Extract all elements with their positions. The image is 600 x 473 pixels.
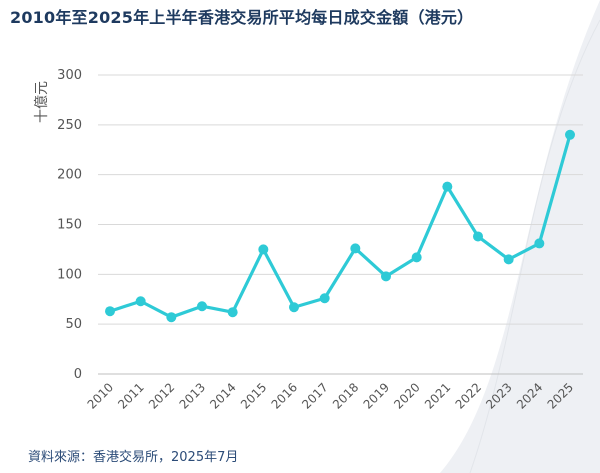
- x-tick-label: 2020: [391, 380, 422, 411]
- series-points: [105, 129, 575, 323]
- series-line: [108, 133, 572, 319]
- y-tick-label: 250: [57, 118, 82, 133]
- data-point: [381, 271, 391, 282]
- data-point: [411, 252, 422, 263]
- y-tick-label: 150: [57, 218, 82, 233]
- x-tick-label: 2022: [453, 380, 484, 411]
- x-tick-label: 2023: [483, 380, 514, 411]
- y-tick-label: 100: [57, 267, 82, 282]
- data-point: [135, 296, 146, 307]
- chart-title: 2010年至2025年上半年香港交易所平均每日成交金額（港元）: [10, 8, 474, 27]
- y-axis-label: 十億元: [34, 81, 50, 123]
- y-axis-ticks: 0 50 100 150 200 250 300: [57, 68, 82, 382]
- x-tick-label: 2018: [330, 380, 361, 411]
- x-tick-label: 2010: [85, 380, 116, 411]
- x-tick-label: 2021: [422, 380, 453, 411]
- y-tick-label: 300: [57, 68, 82, 83]
- x-tick-label: 2013: [177, 380, 208, 411]
- data-point: [350, 243, 361, 254]
- source-note: 資料來源：香港交易所，2025年7月: [28, 450, 239, 465]
- data-point: [442, 181, 453, 192]
- data-point: [105, 306, 115, 317]
- data-point: [503, 254, 514, 265]
- x-tick-label: 2024: [514, 380, 545, 411]
- x-tick-label: 2017: [299, 380, 330, 411]
- x-tick-label: 2014: [207, 380, 238, 411]
- data-point: [166, 312, 177, 323]
- x-axis-ticks: 2010 2011 2012 2013 2014 2015 2016 2017 2018 2019…: [85, 380, 576, 411]
- data-point: [289, 302, 299, 313]
- data-point: [258, 244, 269, 255]
- data-point: [565, 129, 575, 140]
- data-point: [534, 238, 545, 249]
- x-tick-label: 2011: [115, 380, 146, 411]
- data-point: [319, 293, 330, 304]
- x-tick-label: 2015: [238, 380, 269, 411]
- y-tick-label: 0: [74, 367, 82, 382]
- series-polyline: [108, 133, 572, 319]
- data-point: [227, 307, 238, 318]
- x-tick-label: 2016: [269, 380, 300, 411]
- x-tick-label: 2019: [361, 380, 392, 411]
- y-tick-label: 200: [57, 168, 82, 183]
- y-tick-label: 50: [65, 317, 82, 332]
- data-point: [473, 231, 483, 242]
- gridlines: [98, 74, 583, 375]
- data-point: [197, 301, 207, 312]
- x-tick-label: 2025: [545, 380, 576, 411]
- x-tick-label: 2012: [146, 380, 177, 411]
